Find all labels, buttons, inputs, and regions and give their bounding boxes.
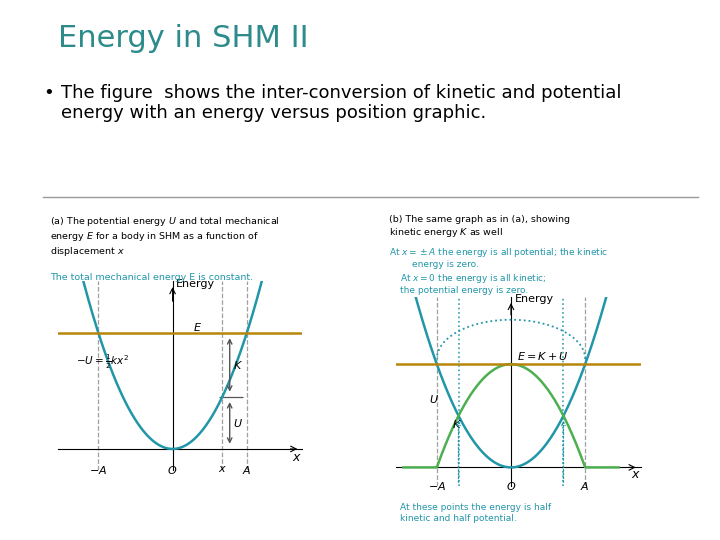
Text: Energy in SHM II: Energy in SHM II: [58, 24, 308, 53]
Text: (b) The same graph as in (a), showing
kinetic energy $K$ as well: (b) The same graph as in (a), showing ki…: [389, 215, 570, 239]
Text: $O$: $O$: [168, 464, 178, 476]
Text: At $x = 0$ the energy is all kinetic;
the potential energy is zero.: At $x = 0$ the energy is all kinetic; th…: [400, 272, 546, 295]
Text: Energy: Energy: [515, 294, 554, 304]
Text: At these points the energy is half
kinetic and half potential.: At these points the energy is half kinet…: [400, 503, 551, 523]
Text: $U$: $U$: [233, 417, 243, 429]
Text: $x$: $x$: [292, 450, 302, 463]
Text: The figure  shows the inter-conversion of kinetic and potential
energy with an e: The figure shows the inter-conversion of…: [61, 84, 621, 123]
Text: Energy: Energy: [176, 279, 215, 289]
Text: $A$: $A$: [242, 464, 251, 476]
Text: $U$: $U$: [429, 393, 439, 406]
Text: $-A$: $-A$: [428, 480, 446, 492]
Text: $K$: $K$: [451, 418, 462, 430]
Text: $E = K + U$: $E = K + U$: [517, 350, 569, 362]
Text: $x$: $x$: [631, 468, 641, 481]
Text: $E$: $E$: [194, 321, 202, 333]
Text: $A$: $A$: [580, 480, 590, 492]
Text: (a) The potential energy $U$ and total mechanical
energy $E$ for a body in SHM a: (a) The potential energy $U$ and total m…: [50, 215, 280, 258]
Text: $K$: $K$: [233, 359, 243, 371]
Text: •: •: [43, 84, 54, 102]
Text: $-A$: $-A$: [89, 464, 107, 476]
Text: $x$: $x$: [218, 464, 227, 474]
Text: $-U = \frac{1}{2}kx^2$: $-U = \frac{1}{2}kx^2$: [76, 353, 130, 372]
Text: At $x = \pm A$ the energy is all potential; the kinetic
        energy is zero.: At $x = \pm A$ the energy is all potenti…: [389, 246, 608, 269]
Text: $O$: $O$: [506, 480, 516, 492]
Text: The total mechanical energy E is constant.: The total mechanical energy E is constan…: [50, 273, 253, 282]
